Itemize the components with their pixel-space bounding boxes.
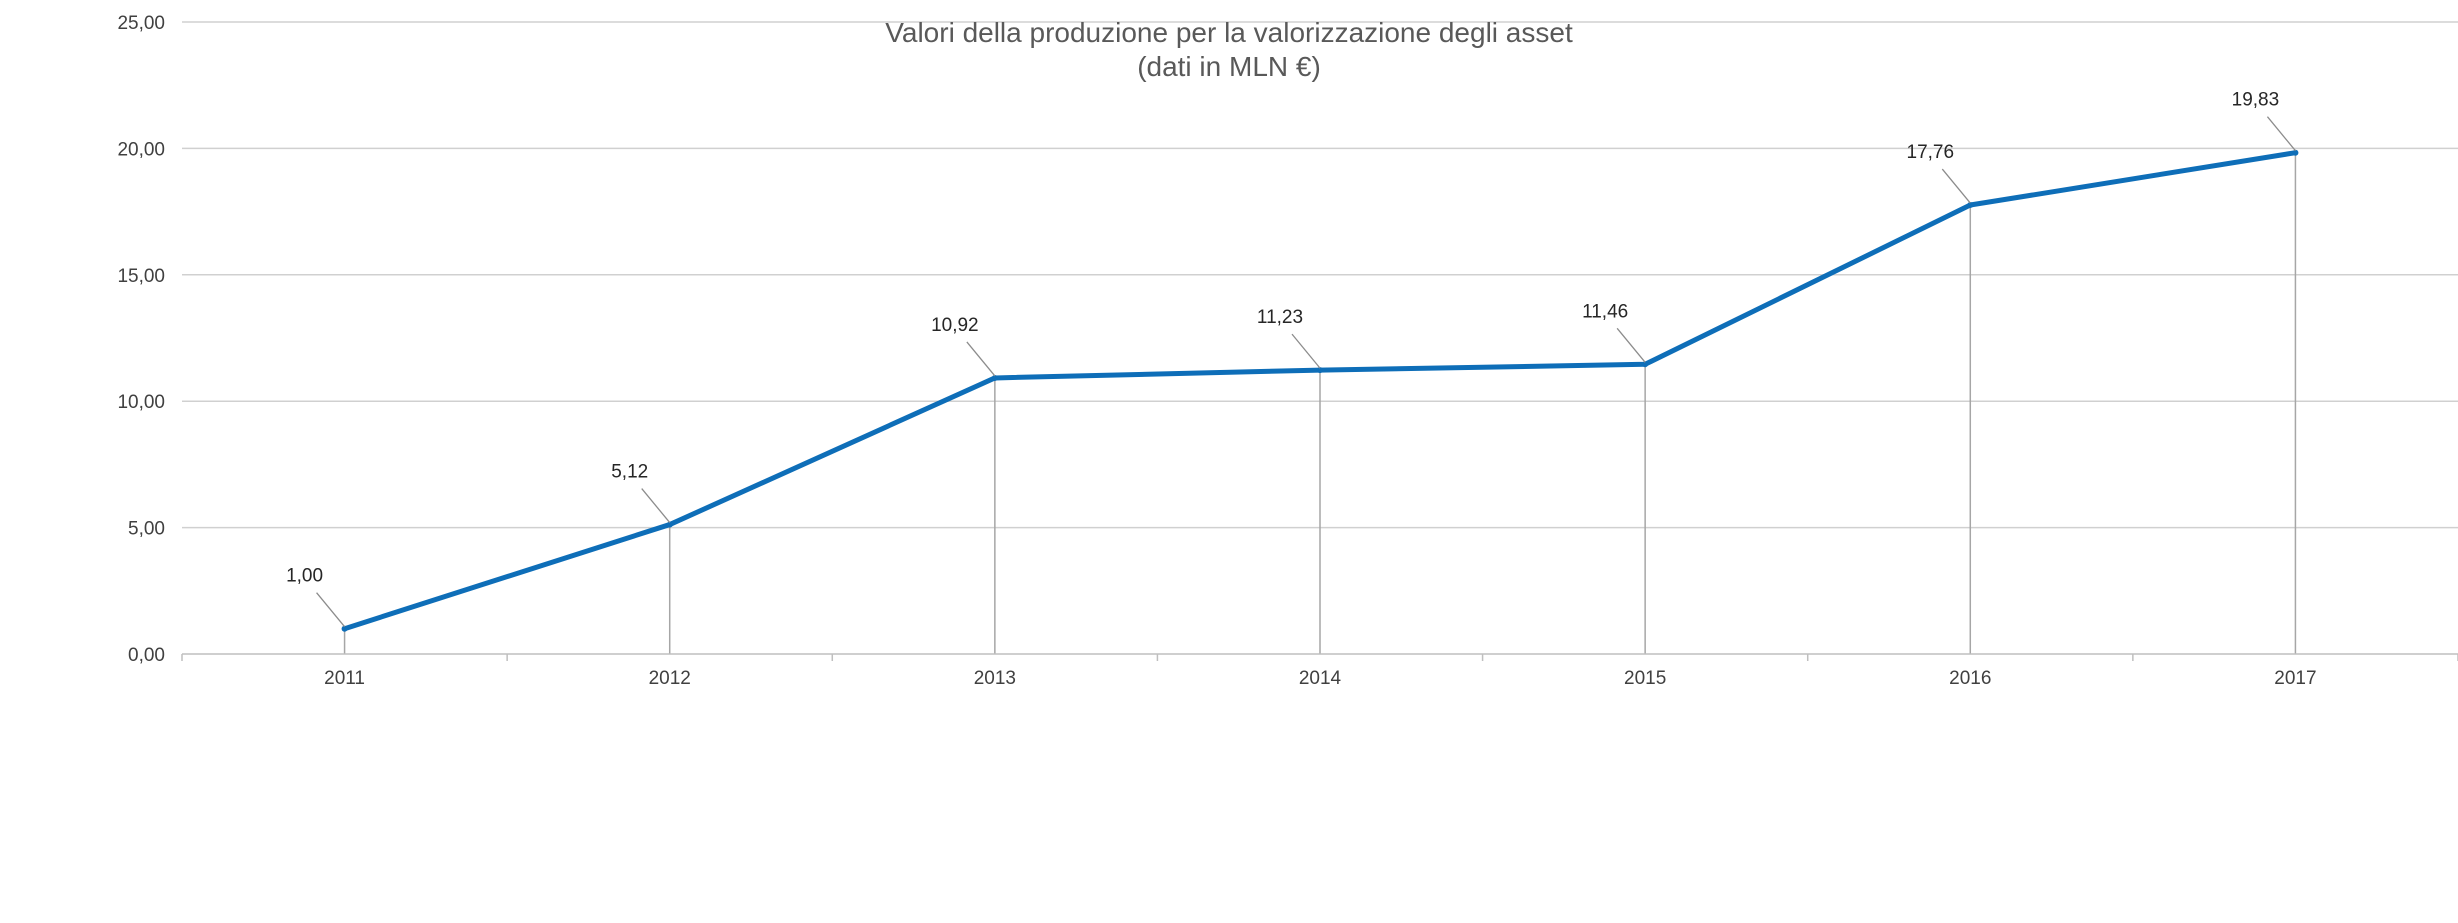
leader-line — [966, 341, 996, 377]
leader-line — [1291, 333, 1321, 369]
leader-line — [1941, 168, 1971, 204]
y-tick-label: 10,00 — [117, 392, 165, 413]
leader-line — [316, 592, 346, 628]
y-tick-label: 5,00 — [128, 519, 165, 540]
x-tick-label: 2014 — [1299, 668, 1342, 689]
drop-lines — [343, 152, 2297, 654]
x-tick-labels: 2011 2012 2013 2014 2015 2016 2017 — [324, 668, 2316, 689]
leader-line — [1616, 327, 1646, 363]
x-tick-label: 2012 — [649, 668, 691, 689]
data-point — [1642, 361, 1649, 368]
data-point — [991, 374, 998, 381]
y-tick-label: 15,00 — [117, 266, 165, 287]
data-label: 17,76 — [1907, 142, 1955, 163]
data-label: 11,23 — [1257, 307, 1303, 328]
x-tick-label: 2013 — [974, 668, 1016, 689]
x-axis — [181, 653, 2458, 661]
data-label: 11,46 — [1582, 301, 1628, 322]
x-tick-label: 2016 — [1949, 668, 1991, 689]
y-tick-label: 0,00 — [128, 645, 165, 666]
series-line-group — [341, 149, 2299, 632]
data-label: 19,83 — [2232, 90, 2280, 111]
data-point — [1317, 367, 1323, 374]
y-tick-label: 20,00 — [117, 139, 165, 160]
data-point — [1967, 202, 1974, 209]
y-tick-label: 25,00 — [117, 13, 165, 34]
data-point — [341, 625, 348, 632]
data-label: 5,12 — [611, 462, 648, 483]
chart-subtitle: (dati in MLN €) — [1137, 51, 1321, 82]
chart-title: Valori della produzione per la valorizza… — [885, 17, 1573, 48]
data-point — [2292, 149, 2299, 156]
data-point — [666, 521, 673, 528]
leader-line — [641, 488, 671, 523]
x-tick-label: 2011 — [324, 668, 365, 689]
gridlines — [182, 21, 2458, 529]
data-label: 10,92 — [931, 315, 979, 336]
data-label-leaders — [316, 116, 2296, 628]
y-tick-labels: 0,00 5,00 10,00 15,00 20,00 25,00 — [117, 13, 165, 666]
x-tick-label: 2015 — [1624, 668, 1666, 689]
data-labels: 1,00 5,12 10,92 11,23 11,46 17,76 19,83 — [286, 90, 2279, 587]
x-tick-label: 2017 — [2274, 668, 2316, 689]
leader-line — [2266, 116, 2296, 152]
data-label: 1,00 — [286, 566, 323, 587]
